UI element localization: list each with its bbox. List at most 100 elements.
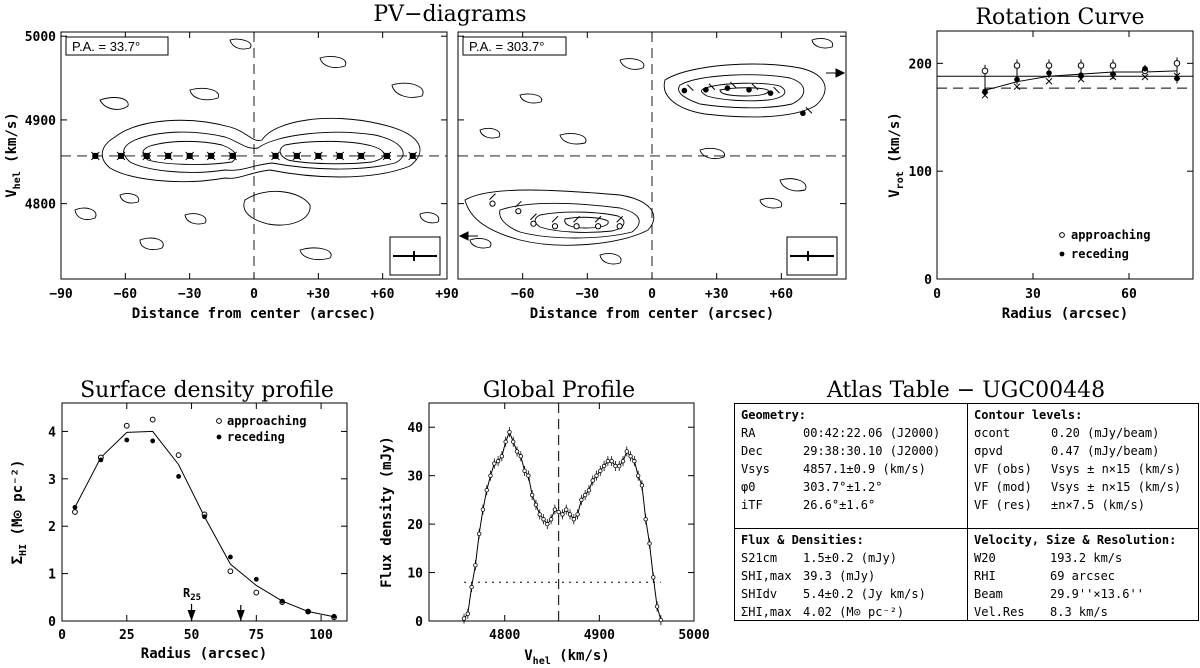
- pv-right-pa-box: [462, 36, 567, 56]
- pv-left-y-tick-label: 4900: [25, 114, 56, 129]
- global-point: [465, 611, 471, 616]
- contours-value: Vsys ± n×15 (km/s): [1051, 462, 1182, 476]
- global-frame: [428, 402, 695, 622]
- velocity-key: Vel.Res: [974, 605, 1025, 619]
- rotation-legend-receding: receding: [1071, 247, 1129, 261]
- table-row: SHI,max 39.3 (mJy): [741, 567, 967, 585]
- surface-legend-approaching: approaching: [227, 414, 306, 428]
- table-row: RHI 69 arcsec: [974, 567, 1198, 585]
- surface-model-path: [74, 430, 335, 618]
- global-point: [609, 458, 614, 464]
- rotation-legend-approaching-marker: [1059, 232, 1065, 238]
- pv-right-cross: [594, 215, 602, 223]
- surface-receding-point: [202, 514, 207, 520]
- velocity-header: Velocity, Size & Resolution:: [974, 533, 1177, 547]
- global-y-tick-label: 40: [407, 421, 423, 436]
- pv-right-approaching-point: [515, 208, 522, 215]
- pv-left-cross: [90, 151, 100, 161]
- surface-receding-point: [150, 438, 156, 444]
- geometry-key: φ0: [741, 480, 756, 494]
- global-point: [514, 449, 520, 454]
- pv-right-cross: [686, 84, 694, 91]
- surface-receding-point: [124, 437, 130, 443]
- pv-right-x-tick-label: +60: [770, 287, 794, 302]
- surface-approaching-point: [72, 509, 78, 515]
- pv-right-arrow-approaching: [458, 231, 478, 241]
- table-row: SHIdv 5.4±0.2 (Jy km/s): [741, 585, 967, 603]
- table-row: S21cm 1.5±0.2 (mJy): [741, 549, 967, 567]
- geometry-key: Vsys: [741, 462, 770, 476]
- global-point: [620, 458, 626, 464]
- contours-value: 0.47 (mJy/beam): [1051, 444, 1160, 458]
- global-point: [526, 473, 531, 478]
- global-y-tick-label: 10: [407, 567, 423, 582]
- pv-right-cross: [489, 193, 496, 200]
- pv-left-y-tick-label: 4800: [25, 198, 56, 213]
- pv-left-cross: [163, 151, 173, 161]
- flux-key: SHI,max: [741, 569, 792, 583]
- table-row: ΣHI,max 4.02 (M⊙ pc⁻²): [741, 603, 967, 621]
- pv-right-points: [489, 81, 813, 230]
- rotation-cross: [1077, 75, 1085, 83]
- geometry-value: 26.6°±1.6°: [803, 498, 876, 512]
- surface-receding-point: [305, 609, 311, 614]
- pv-right-x-tick-label: +30: [705, 287, 729, 302]
- surface-receding-point: [331, 613, 337, 619]
- rotation-cross: [1013, 83, 1021, 91]
- pv-right-cross: [530, 213, 537, 221]
- surface-title: Surface density profile: [80, 378, 334, 403]
- rotation-cross: [981, 91, 989, 99]
- global-reference-lines: [464, 403, 661, 621]
- contours-header: Contour levels:: [974, 408, 1083, 422]
- surface-y-tick-label: 2: [48, 520, 56, 535]
- rotation-receding-point: [1046, 70, 1052, 76]
- surface-y-tick-label: 4: [48, 425, 56, 440]
- surface-receding-point: [228, 554, 233, 560]
- pv-right-cross: [805, 106, 813, 114]
- velocity-value: 69 arcsec: [1050, 569, 1116, 583]
- surface-legend-approaching-marker: [216, 418, 222, 424]
- surface-panel: 0 25 50 75 100 0 1 2 3 4 R25 approaching recedin…: [48, 402, 348, 643]
- flux-key: SHIdv: [741, 587, 778, 601]
- pv-right-cross: [773, 86, 780, 94]
- pv-right-receding-point: [681, 87, 688, 94]
- surface-frame: [61, 402, 348, 622]
- pv-left-cross: [382, 151, 392, 161]
- global-point: [533, 502, 539, 507]
- geometry-value: 303.7°±1.2°: [803, 480, 883, 494]
- global-point: [541, 517, 546, 522]
- global-point: [499, 454, 505, 459]
- pv-right-cross: [708, 83, 716, 91]
- contours-section: Contour levels: σcont 0.20 (mJy/beam) σpv…: [968, 404, 1198, 529]
- flux-value: 5.4±0.2 (Jy km/s): [803, 587, 926, 601]
- velocity-value: 193.2 km/s: [1050, 551, 1123, 565]
- table-row: VF (res) ±n×7.5 (km/s): [974, 496, 1198, 514]
- global-point: [639, 483, 645, 488]
- global-profile-path: [463, 430, 662, 621]
- global-point: [643, 517, 648, 522]
- surface-arrows: [187, 604, 245, 621]
- surface-xlabel: Radius (arcsec): [141, 646, 267, 662]
- pv-right-cross: [573, 215, 580, 223]
- atlas-title: Atlas Table − UGC00448: [826, 378, 1105, 403]
- pv-right-panel: −60 −30 0 +30 +60 P.A. = 303.7°: [457, 31, 847, 302]
- global-point: [635, 473, 641, 478]
- rotation-approaching-point: [1173, 60, 1181, 67]
- surface-approaching-point: [253, 589, 260, 596]
- surface-r25-label: R25: [183, 586, 201, 603]
- pv-left-cross: [228, 151, 237, 161]
- pv-xlabel-right: Distance from center (arcsec): [530, 306, 774, 322]
- pv-right-approaching-point: [530, 220, 537, 227]
- rotation-approaching-point: [1109, 62, 1117, 69]
- pv-right-approaching-point: [616, 223, 623, 230]
- pv-right-reference-lines: [458, 32, 846, 279]
- rotation-points: [981, 57, 1181, 99]
- geometry-key: RA: [741, 426, 756, 440]
- pv-ylabel: Vhel (km/s): [4, 112, 23, 198]
- global-point: [511, 439, 516, 444]
- global-point: [473, 563, 478, 568]
- pv-right-receding-point: [746, 86, 752, 93]
- global-point: [654, 604, 660, 609]
- global-point: [484, 488, 489, 493]
- table-row: iTF 26.6°±1.6°: [741, 496, 967, 514]
